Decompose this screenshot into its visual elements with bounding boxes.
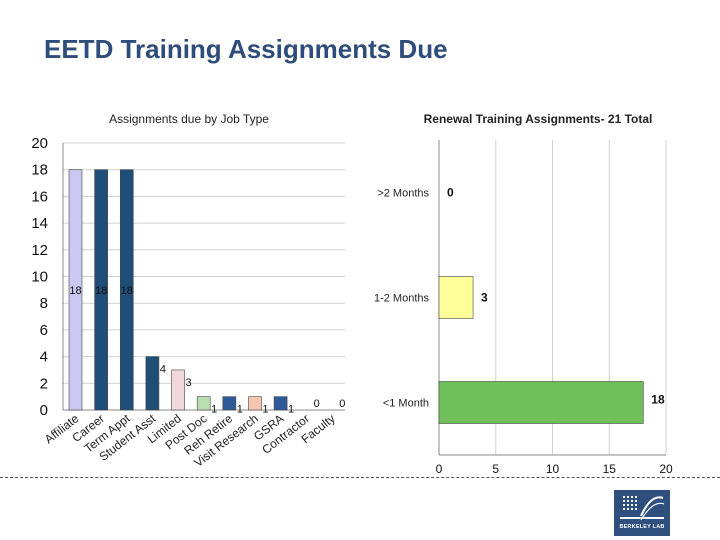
berkeley-lab-logo: BERKELEY LAB	[614, 490, 670, 536]
renewal-chart: Renewal Training Assignments- 21 Total 0…	[374, 112, 673, 476]
x-tick-label: 20	[659, 462, 673, 476]
logo-text: BERKELEY LAB	[619, 524, 665, 530]
page-title: EETD Training Assignments Due	[44, 34, 448, 64]
bar	[273, 396, 288, 411]
y-tick-label: 4	[40, 349, 48, 366]
bar-data-label: 1	[211, 404, 217, 416]
y-category-label: <1 Month	[383, 398, 429, 410]
bar-data-label: 18	[651, 393, 665, 407]
bar	[438, 381, 644, 424]
x-tick-label: 15	[603, 462, 617, 476]
y-category-label: >2 Months	[377, 188, 429, 200]
bar-data-label: 1	[288, 404, 294, 416]
y-tick-label: 20	[31, 135, 48, 152]
bar-data-label: 4	[160, 364, 166, 376]
y-tick-label: 16	[31, 188, 48, 205]
y-tick-label: 18	[31, 162, 48, 179]
bar-data-label: 0	[339, 398, 345, 410]
bar-data-label: 1	[262, 404, 268, 416]
y-tick-label: 0	[40, 402, 48, 419]
x-tick-label: 5	[492, 462, 499, 476]
bar	[438, 276, 474, 319]
bar-data-label: 1	[237, 404, 243, 416]
y-tick-label: 8	[40, 295, 48, 312]
berkeley-lab-emblem-icon	[620, 496, 665, 521]
job-type-chart: Assignments due by Job Type 024681012141…	[31, 112, 345, 470]
bar-data-label: 3	[481, 291, 488, 305]
bar-data-label: 18	[95, 285, 107, 297]
y-category-label: 1-2 Months	[374, 293, 430, 305]
job-type-chart-title: Assignments due by Job Type	[109, 112, 269, 126]
footer-divider	[0, 477, 720, 478]
x-tick-label: 10	[546, 462, 560, 476]
renewal-chart-title: Renewal Training Assignments- 21 Total	[424, 112, 653, 126]
x-tick-label: 0	[436, 462, 443, 476]
bar	[94, 169, 108, 411]
bar	[68, 169, 83, 411]
bar	[196, 396, 211, 411]
bar	[248, 396, 262, 411]
bar-data-label: 3	[185, 377, 191, 389]
bar	[119, 169, 134, 411]
y-tick-label: 6	[40, 322, 48, 339]
y-tick-label: 12	[31, 242, 48, 259]
bar	[222, 396, 237, 411]
bar	[145, 356, 160, 411]
bar-data-label: 18	[69, 285, 81, 297]
bar-data-label: 0	[314, 398, 320, 410]
y-tick-label: 14	[31, 215, 48, 232]
y-tick-label: 10	[31, 269, 48, 286]
bar-data-label: 18	[121, 285, 133, 297]
y-tick-label: 2	[40, 375, 48, 392]
bar	[171, 369, 185, 411]
bar-data-label: 0	[447, 186, 454, 200]
